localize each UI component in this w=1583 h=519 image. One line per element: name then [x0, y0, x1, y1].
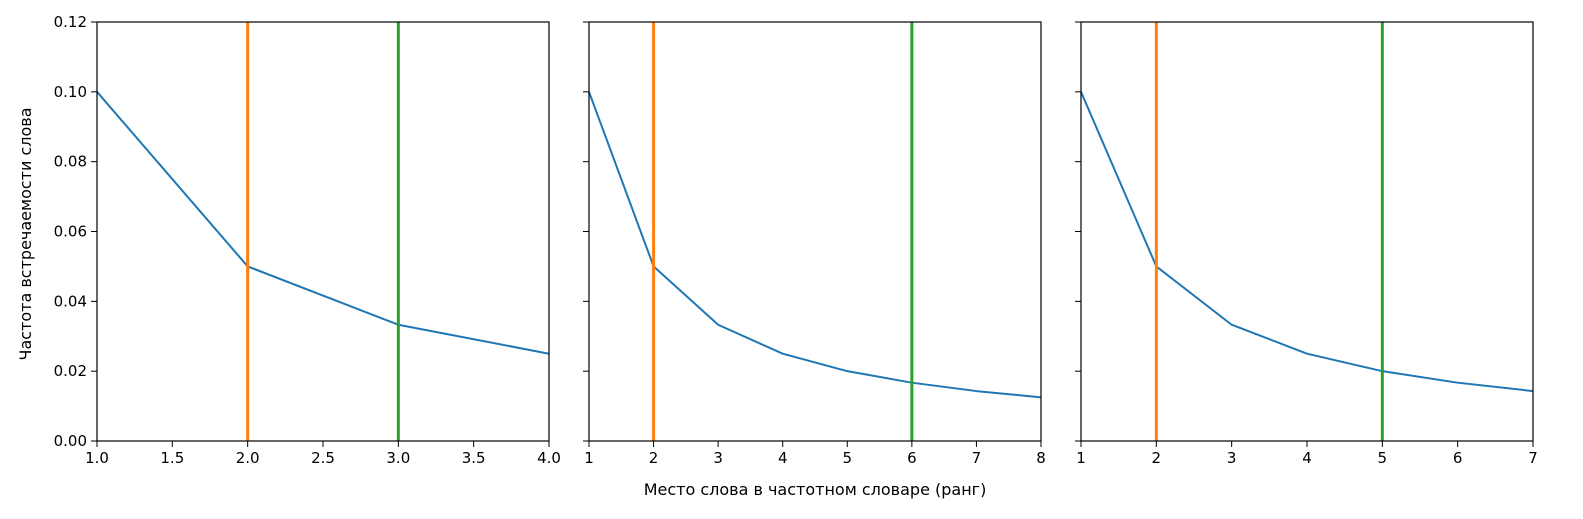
chart-panel-2: 1 2 3 4 5 6 7 8: [583, 21, 1046, 467]
x-axis-label: Место слова в частотном словаре (ранг): [644, 480, 987, 499]
y-tick-label: 0.08: [54, 153, 87, 171]
y-axis-label: Частота встречаемости слова: [16, 107, 35, 360]
x-tick-label: 2: [649, 449, 659, 467]
y-tick-label: 0.12: [54, 13, 87, 31]
axes-frame: [588, 21, 1042, 442]
x-tick-label: 4.0: [537, 449, 561, 467]
x-tick-label: 3.5: [462, 449, 486, 467]
series-line: [588, 91, 1042, 399]
y-tick-label: 0.04: [54, 292, 87, 310]
y-tick-label: 0.02: [54, 362, 87, 380]
x-tick-label: 4: [778, 449, 788, 467]
y-tick-label: 0.00: [54, 432, 87, 450]
x-tick-label: 1: [584, 449, 594, 467]
y-tick-label: 0.06: [54, 223, 87, 241]
x-tick-label: 2.0: [236, 449, 260, 467]
x-tick-label: 2: [1152, 449, 1162, 467]
x-tick-label: 4: [1302, 449, 1312, 467]
x-tick-label: 7: [1528, 449, 1538, 467]
x-tick-label: 3.0: [386, 449, 410, 467]
x-tick-label: 1.0: [85, 449, 109, 467]
series-line: [96, 91, 550, 355]
axes-frame: [96, 21, 550, 442]
x-tick-label: 6: [907, 449, 917, 467]
x-tick-label: 1.5: [160, 449, 184, 467]
x-tick-label: 5: [843, 449, 853, 467]
x-tick-label: 2.5: [311, 449, 335, 467]
x-tick-label: 3: [713, 449, 723, 467]
series-line: [1080, 91, 1534, 393]
x-tick-label: 6: [1453, 449, 1463, 467]
x-tick-label: 5: [1378, 449, 1388, 467]
chart-panel-3: 1 2 3 4 5 6 7: [1075, 21, 1538, 467]
x-tick-label: 7: [972, 449, 982, 467]
x-tick-label: 1: [1076, 449, 1086, 467]
x-tick-label: 8: [1036, 449, 1046, 467]
chart-panel-1: 1.0 1.5 2.0 2.5 3.0 3.5 4.0 0.00 0.02 0.04 0.06 0.0…: [54, 13, 561, 467]
y-tick-label: 0.10: [54, 83, 87, 101]
x-tick-label: 3: [1227, 449, 1237, 467]
axes-frame: [1080, 21, 1534, 442]
